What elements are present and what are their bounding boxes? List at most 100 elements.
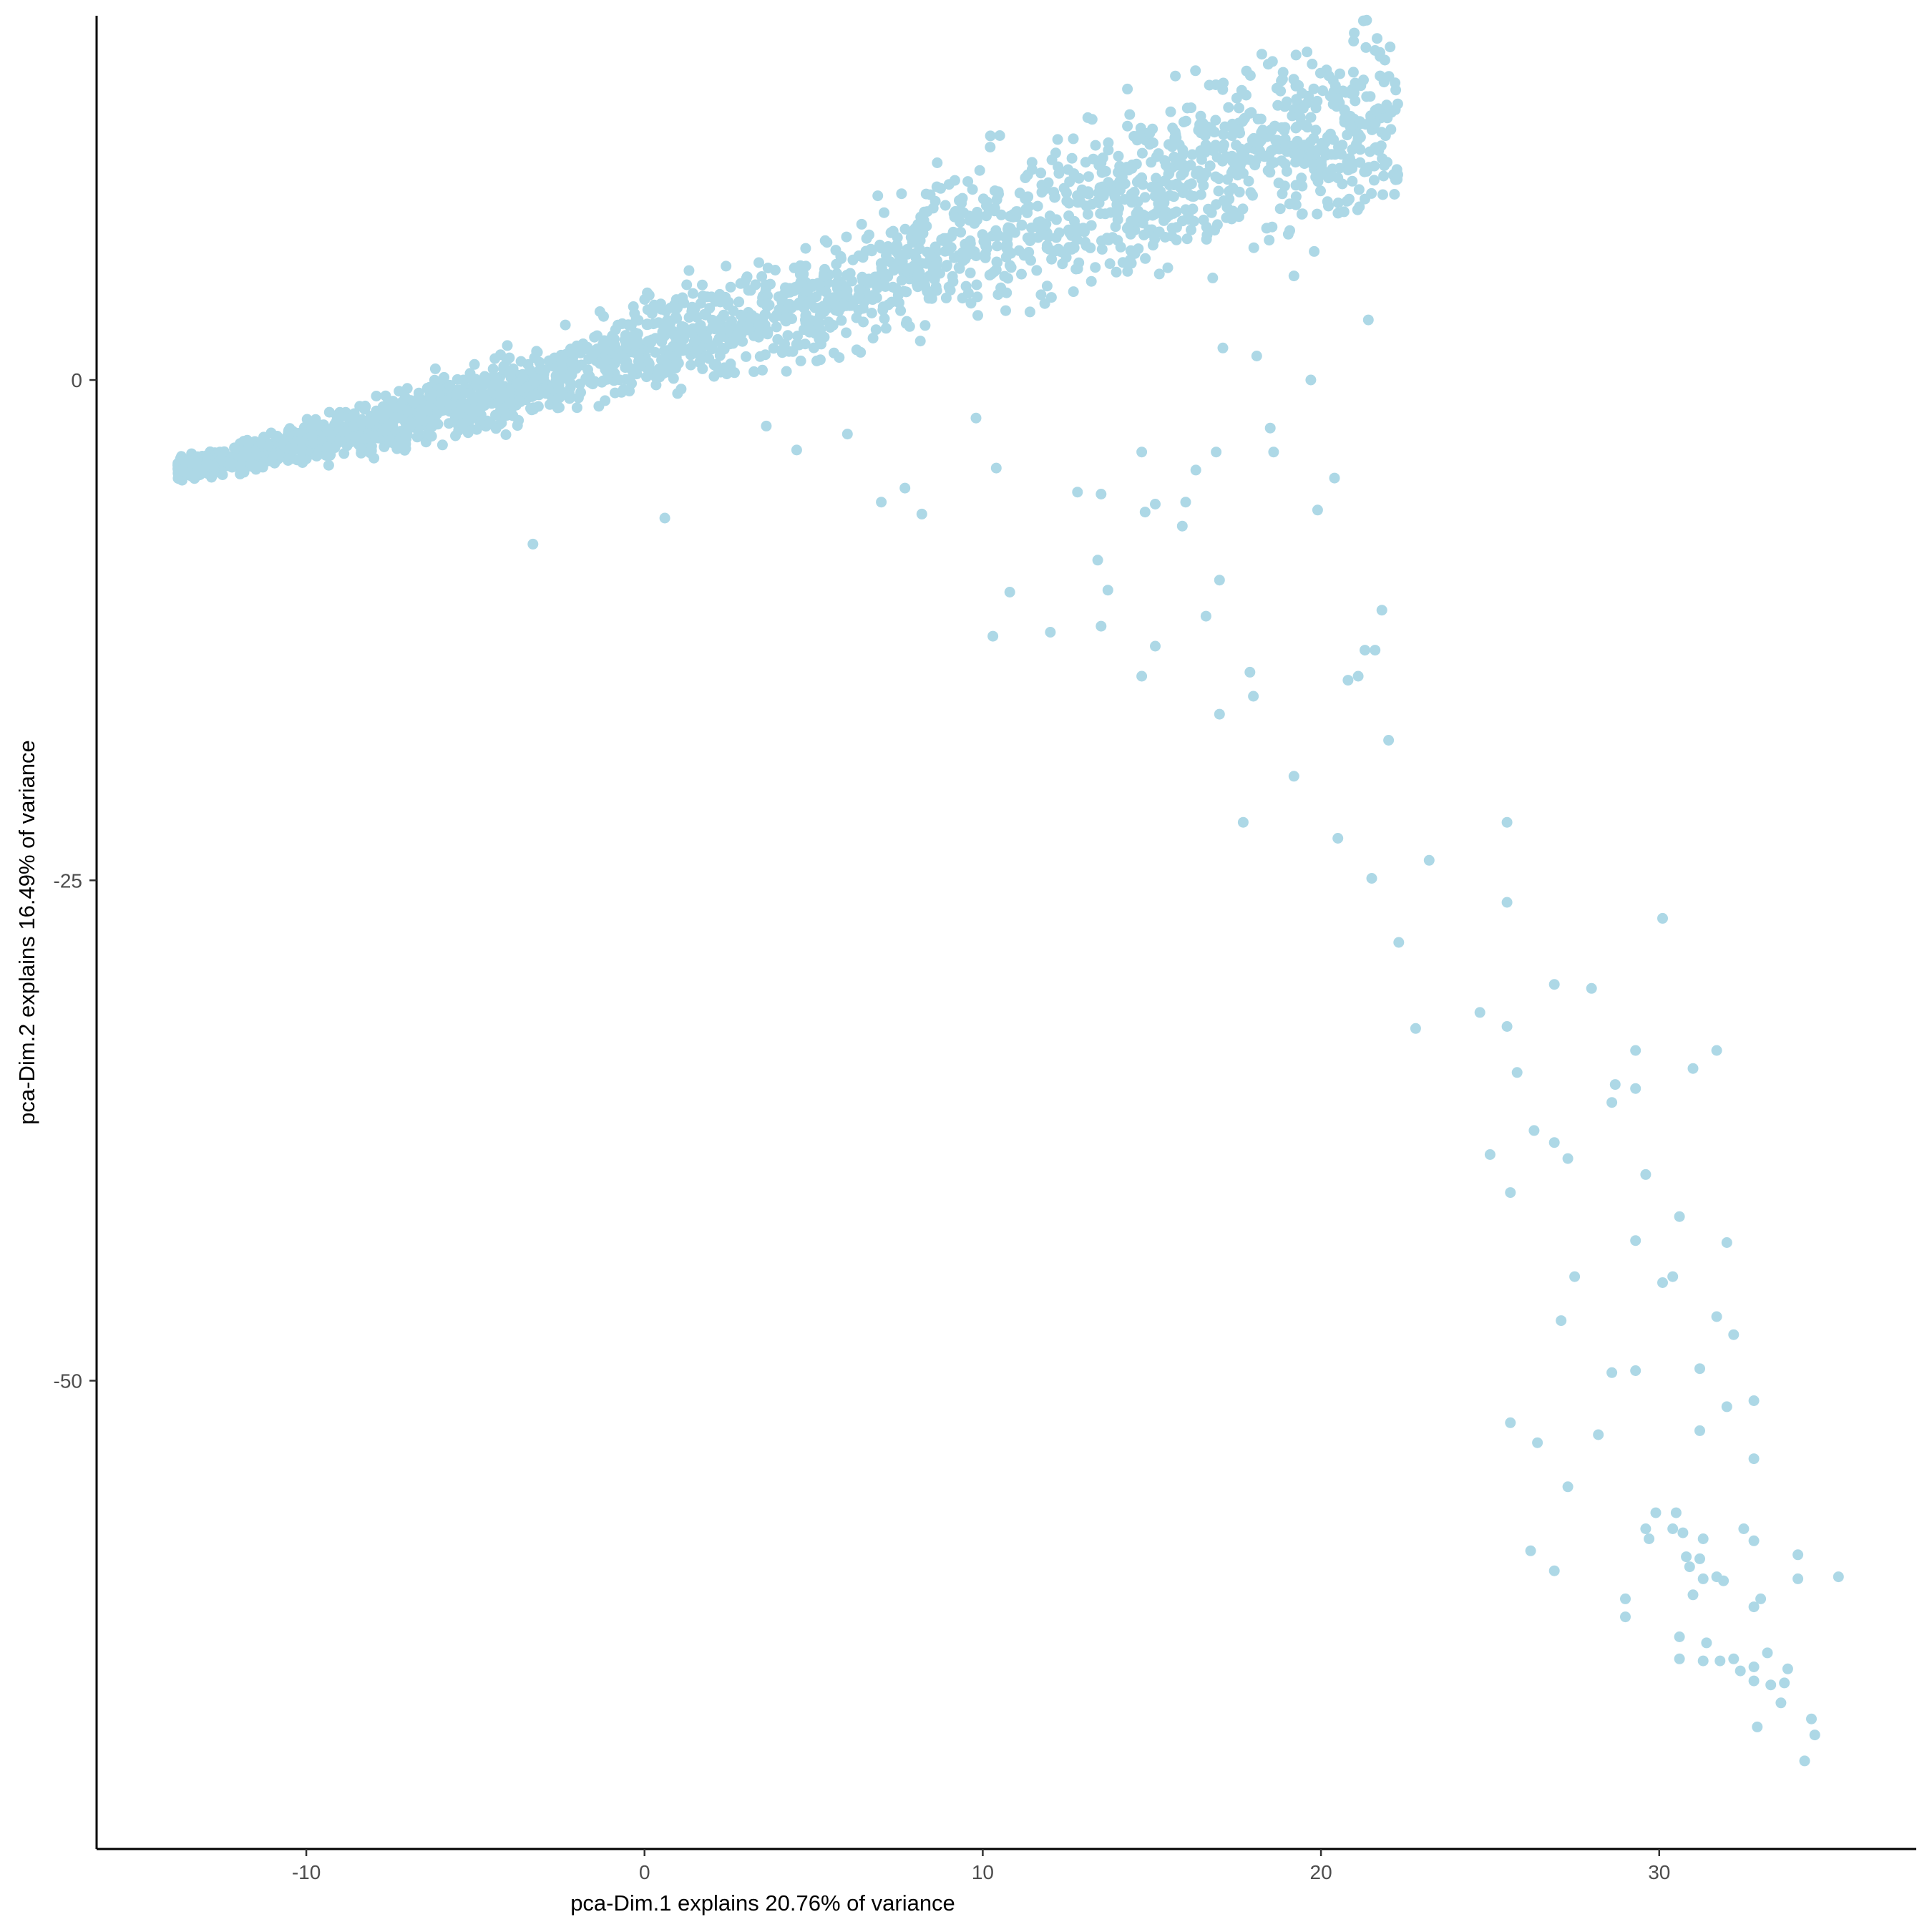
main-cluster-point <box>1297 208 1308 220</box>
main-cluster-point <box>394 401 406 412</box>
main-cluster-point <box>1161 212 1172 223</box>
main-cluster-point <box>1218 195 1229 206</box>
outlier-point <box>1383 735 1395 746</box>
main-cluster-point <box>956 197 967 209</box>
outlier-point <box>1505 1417 1516 1428</box>
outlier-point <box>1711 1311 1722 1322</box>
main-cluster-point <box>972 310 983 321</box>
main-cluster-point <box>909 248 921 259</box>
main-cluster-point <box>439 371 449 383</box>
main-cluster-point <box>1195 145 1206 157</box>
main-cluster-point <box>721 369 733 379</box>
main-cluster-point <box>593 401 605 412</box>
main-cluster-point <box>1225 121 1236 132</box>
outlier-point <box>1556 1315 1567 1327</box>
main-cluster-point <box>896 188 907 200</box>
main-cluster-point <box>841 231 852 243</box>
main-cluster-point <box>876 243 887 254</box>
outlier-point <box>1370 645 1381 656</box>
main-cluster-point <box>1221 151 1232 162</box>
main-cluster-point <box>426 431 437 442</box>
main-cluster-point <box>1284 198 1295 210</box>
main-cluster-point <box>587 349 599 360</box>
main-cluster-point <box>565 378 576 389</box>
main-cluster-point <box>1316 160 1327 171</box>
main-cluster-point <box>990 225 1002 236</box>
outlier-point <box>1779 1677 1790 1689</box>
main-cluster-point <box>1103 137 1114 148</box>
main-cluster-point <box>1126 258 1137 269</box>
main-cluster-point <box>1072 263 1083 275</box>
main-cluster-point <box>1378 170 1390 182</box>
main-cluster-point <box>698 308 710 320</box>
main-cluster-point <box>293 428 304 439</box>
main-cluster-point <box>1187 203 1199 215</box>
main-cluster-point <box>992 240 1003 252</box>
main-cluster-point <box>1012 206 1023 218</box>
main-cluster-point <box>900 318 912 329</box>
outlier-point <box>1748 1675 1760 1687</box>
main-cluster-point <box>980 248 991 260</box>
outlier-point <box>1312 504 1323 516</box>
main-cluster-point <box>1290 180 1302 191</box>
outlier-point <box>1096 620 1107 632</box>
main-cluster-point <box>823 295 834 306</box>
outlier-point <box>1748 1601 1760 1613</box>
main-cluster-point <box>1310 125 1322 136</box>
main-cluster-point <box>949 211 960 223</box>
main-cluster-point <box>565 391 576 403</box>
main-cluster-point <box>1033 232 1044 243</box>
main-cluster-point <box>867 333 879 343</box>
main-cluster-point <box>1020 172 1031 183</box>
outlier-point <box>1096 489 1107 499</box>
outlier-point <box>1501 1021 1513 1032</box>
main-cluster-point <box>1023 191 1033 203</box>
main-cluster-point <box>1342 195 1354 206</box>
main-cluster-point <box>671 313 683 324</box>
outlier-point <box>1150 640 1161 652</box>
main-cluster-point <box>1199 130 1211 141</box>
main-cluster-point <box>1266 145 1277 157</box>
outlier-point <box>1792 1573 1804 1584</box>
main-cluster-point <box>707 321 718 333</box>
main-cluster-point <box>1312 208 1323 220</box>
main-cluster-point <box>391 443 403 454</box>
main-cluster-point <box>1270 135 1281 146</box>
main-cluster-point <box>733 296 745 308</box>
main-cluster-point <box>1213 173 1224 185</box>
main-cluster-point <box>1083 186 1094 197</box>
main-cluster-point <box>1319 147 1331 158</box>
main-cluster-point <box>1375 70 1386 82</box>
main-cluster-point <box>1101 233 1113 244</box>
main-cluster-point <box>237 451 248 462</box>
main-cluster-point <box>1126 197 1138 208</box>
outlier-point <box>1548 1137 1560 1148</box>
main-cluster-point <box>402 406 414 417</box>
main-cluster-point <box>322 441 333 453</box>
main-cluster-point <box>1020 203 1032 215</box>
outlier-point <box>1190 464 1201 476</box>
main-cluster-point <box>359 433 371 444</box>
main-cluster-point <box>1133 205 1143 217</box>
main-cluster-point <box>1136 147 1148 159</box>
main-cluster-point <box>1171 222 1182 233</box>
main-cluster-point <box>818 270 829 282</box>
main-cluster-point <box>1314 67 1326 79</box>
main-cluster-point <box>490 423 502 434</box>
main-cluster-point <box>847 300 857 311</box>
main-cluster-point <box>1312 145 1323 156</box>
main-cluster-point <box>321 449 331 461</box>
main-cluster-point <box>949 175 960 186</box>
main-cluster-point <box>645 337 657 348</box>
main-cluster-point <box>879 207 889 218</box>
main-cluster-point <box>338 426 350 437</box>
outlier-point <box>1102 585 1113 596</box>
y-tick-label: 0 <box>71 369 82 391</box>
main-cluster-point <box>400 392 411 404</box>
main-cluster-point <box>994 130 1005 141</box>
main-cluster-point <box>941 261 952 272</box>
outlier-point <box>1714 1655 1726 1667</box>
main-cluster-point <box>649 303 660 313</box>
main-cluster-point <box>896 275 907 286</box>
main-cluster-point <box>525 403 536 414</box>
